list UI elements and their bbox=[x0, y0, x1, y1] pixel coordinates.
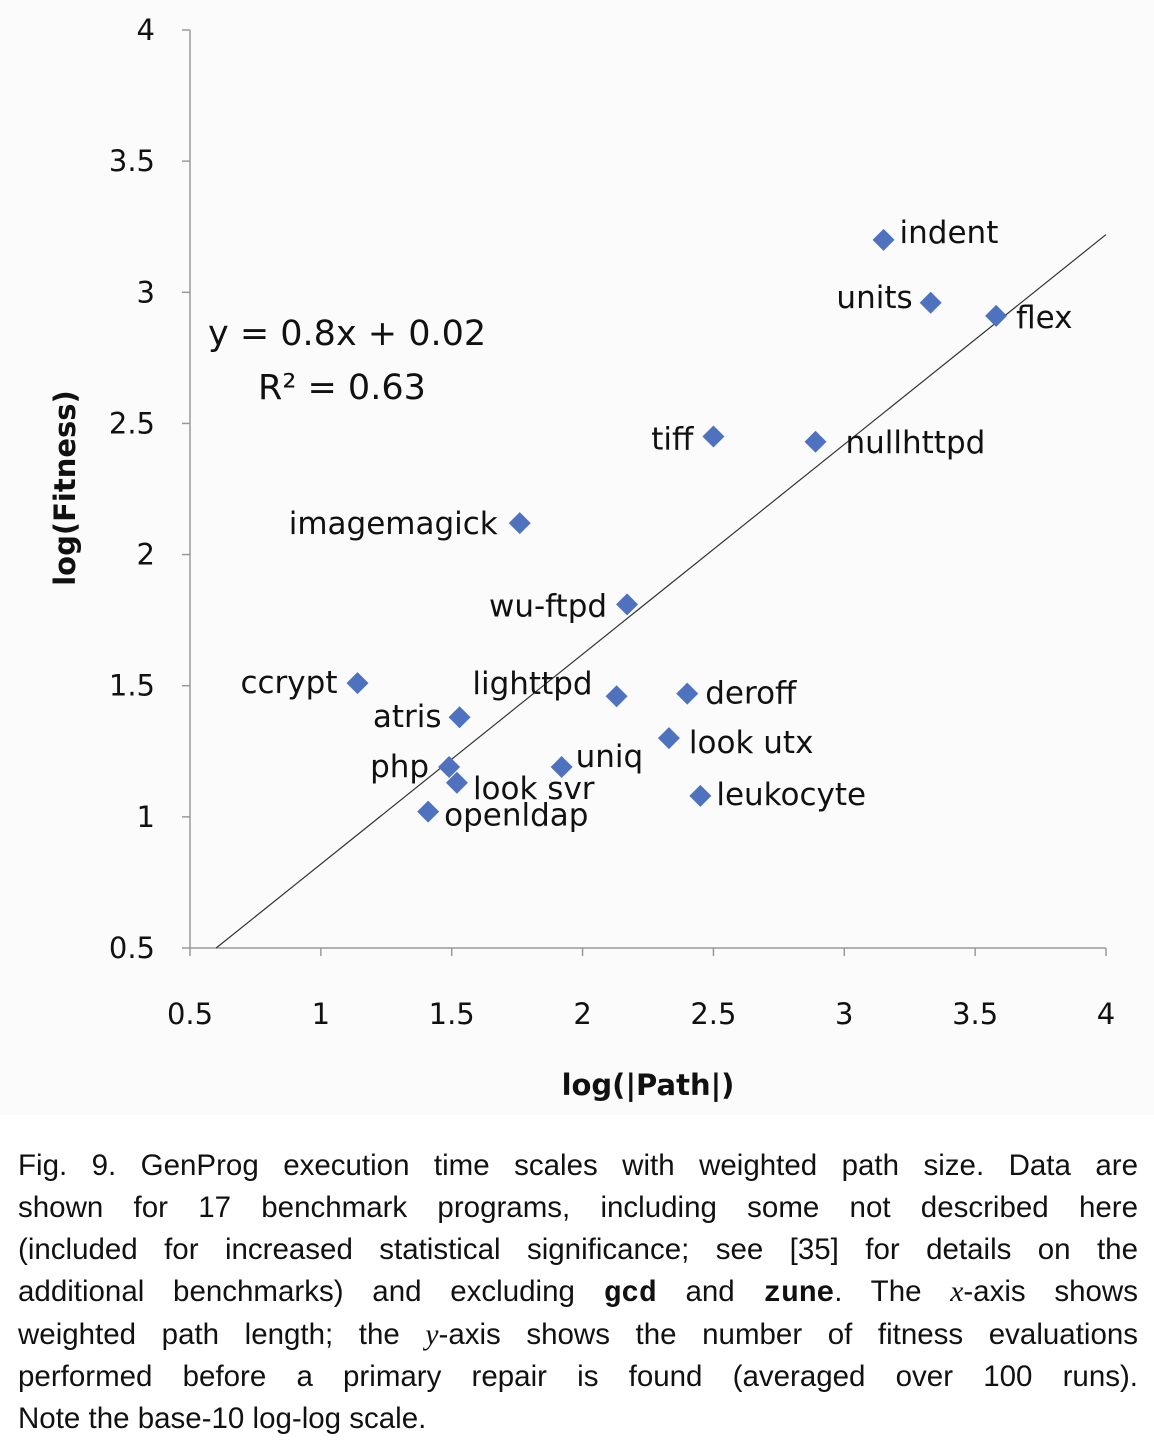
y-tick-label: 2.5 bbox=[109, 406, 155, 440]
caption-line: (included for increased statistical sign… bbox=[18, 1233, 1138, 1266]
data-label-leukocyte: leukocyte bbox=[716, 777, 866, 813]
caption-line: shown for 17 benchmark programs, includi… bbox=[18, 1191, 1138, 1224]
data-label-look-svr: look svr bbox=[473, 771, 595, 807]
data-label-lighttpd: lighttpd bbox=[472, 666, 592, 702]
data-label-openldap: openldap bbox=[444, 798, 588, 834]
caption-line: Note the base-10 log-log scale. bbox=[18, 1402, 427, 1435]
x-axis-label: log(|Path|) bbox=[562, 1068, 735, 1102]
r-squared-annotation: R² = 0.63 bbox=[258, 368, 426, 408]
data-label-php: php bbox=[370, 749, 429, 785]
y-tick-label: 4 bbox=[137, 13, 155, 47]
caption-line: weighted path length; the y-axis shows t… bbox=[18, 1314, 1138, 1356]
figure-caption: Fig. 9. GenProg execution time scales wi… bbox=[18, 1145, 1138, 1440]
data-point-php bbox=[438, 756, 461, 779]
data-label-atris: atris bbox=[373, 699, 442, 735]
y-axis-label: log(Fitness) bbox=[48, 390, 82, 586]
data-label-flex: flex bbox=[1016, 300, 1072, 336]
x-tick-label: 4 bbox=[1097, 997, 1115, 1031]
data-label-imagemagick: imagemagick bbox=[289, 506, 498, 542]
data-point-deroff bbox=[676, 682, 699, 705]
caption-text: and bbox=[656, 1275, 764, 1308]
data-point-imagemagick bbox=[508, 512, 531, 535]
data-point-uniq bbox=[550, 756, 573, 779]
x-tick-label: 1 bbox=[312, 997, 330, 1031]
x-tick-label: 2 bbox=[573, 997, 591, 1031]
data-label-tiff: tiff bbox=[651, 422, 694, 458]
x-tick-label: 3.5 bbox=[952, 997, 998, 1031]
y-tick-label: 1.5 bbox=[109, 669, 155, 703]
data-point-look-utx bbox=[657, 727, 680, 750]
x-tick-label: 0.5 bbox=[167, 997, 213, 1031]
trendline bbox=[215, 234, 1107, 949]
data-point-lighttpd bbox=[605, 685, 628, 708]
caption-code-gcd: gcd bbox=[603, 1276, 657, 1310]
data-point-atris bbox=[448, 706, 471, 729]
caption-text: -axis shows the number of fitness evalua… bbox=[438, 1318, 1139, 1351]
data-point-tiff bbox=[702, 425, 725, 448]
x-tick-label: 3 bbox=[835, 997, 853, 1031]
data-label-uniq: uniq bbox=[576, 739, 644, 775]
scatter-chart: 0.5 1 1.5 2 2.5 3 3.5 4 0.5 1 1.5 2 2.5 3 3.5 4 indent u… bbox=[48, 13, 1116, 1102]
data-point-nullhttpd bbox=[804, 430, 827, 453]
caption-text: . The bbox=[834, 1275, 951, 1308]
caption-math-y: y bbox=[425, 1319, 439, 1351]
data-label-look-utx: look utx bbox=[689, 725, 814, 761]
caption-text: additional benchmarks) and excluding bbox=[18, 1275, 604, 1308]
caption-line: performed before a primary repair is fou… bbox=[18, 1360, 1138, 1393]
data-label-wu-ftpd: wu-ftpd bbox=[489, 588, 607, 624]
data-label-units: units bbox=[836, 280, 912, 316]
data-point-wu-ftpd bbox=[616, 593, 639, 616]
data-point-look-svr bbox=[445, 771, 468, 794]
data-point-units bbox=[919, 291, 942, 314]
data-point-ccrypt bbox=[346, 672, 369, 695]
caption-math-x: x bbox=[950, 1276, 964, 1308]
data-point-flex bbox=[985, 304, 1008, 327]
data-point-indent bbox=[872, 228, 895, 251]
data-label-nullhttpd: nullhttpd bbox=[845, 425, 985, 461]
y-tick-label: 3 bbox=[137, 275, 155, 309]
chart-svg: 0.5 1 1.5 2 2.5 3 3.5 4 0.5 1 1.5 2 2.5 3 3.5 4 indent u… bbox=[48, 13, 1115, 1102]
y-tick-label: 2 bbox=[137, 538, 155, 572]
x-tick-label: 2.5 bbox=[690, 997, 736, 1031]
caption-text: -axis shows bbox=[963, 1275, 1138, 1308]
caption-line: additional benchmarks) and excluding gcd… bbox=[18, 1271, 1138, 1314]
data-label-deroff: deroff bbox=[705, 676, 797, 712]
y-tick-label: 3.5 bbox=[109, 144, 155, 178]
data-point-leukocyte bbox=[689, 784, 712, 807]
data-point-openldap bbox=[417, 800, 440, 823]
caption-text: weighted path length; the bbox=[18, 1318, 426, 1351]
caption-code-zune: zune bbox=[763, 1276, 835, 1310]
caption-line: Fig. 9. GenProg execution time scales wi… bbox=[18, 1149, 1138, 1182]
y-tick-label: 1 bbox=[137, 800, 155, 834]
data-label-indent: indent bbox=[900, 215, 999, 251]
x-tick-label: 1.5 bbox=[429, 997, 475, 1031]
data-label-ccrypt: ccrypt bbox=[240, 665, 337, 701]
trendline-equation: y = 0.8x + 0.02 bbox=[208, 314, 486, 354]
y-tick-label: 0.5 bbox=[109, 931, 155, 965]
